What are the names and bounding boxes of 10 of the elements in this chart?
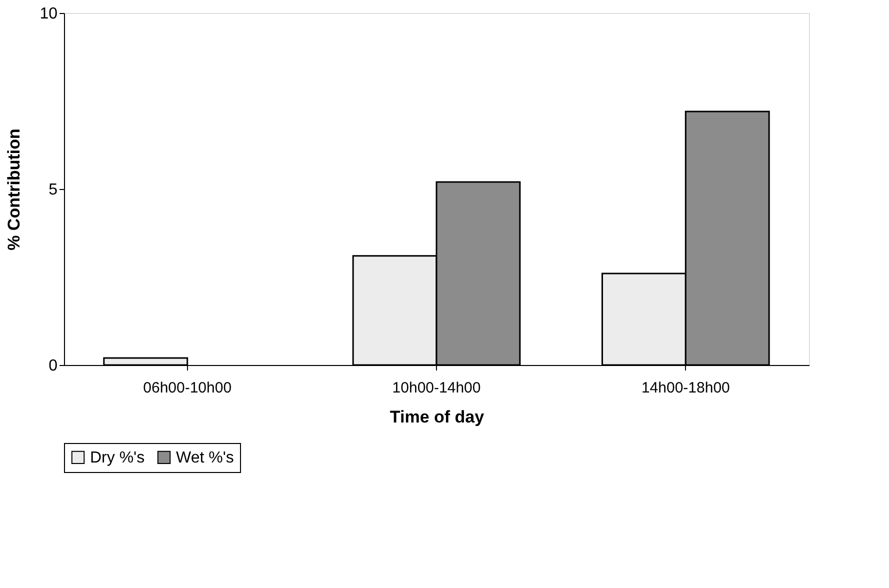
y-axis-title: % Contribution: [4, 128, 24, 250]
legend-label: Wet %'s: [176, 449, 234, 466]
y-tick-label: 5: [48, 182, 58, 198]
y-tick-label: 10: [40, 6, 58, 22]
y-tick-label: 0: [48, 358, 58, 374]
x-tick-label: 10h00-14h00: [392, 380, 481, 396]
x-tick-label: 14h00-18h00: [641, 380, 730, 396]
x-axis-title: Time of day: [390, 408, 485, 426]
x-tick-label: 06h00-10h00: [143, 380, 232, 396]
legend-label: Dry %'s: [90, 449, 145, 466]
